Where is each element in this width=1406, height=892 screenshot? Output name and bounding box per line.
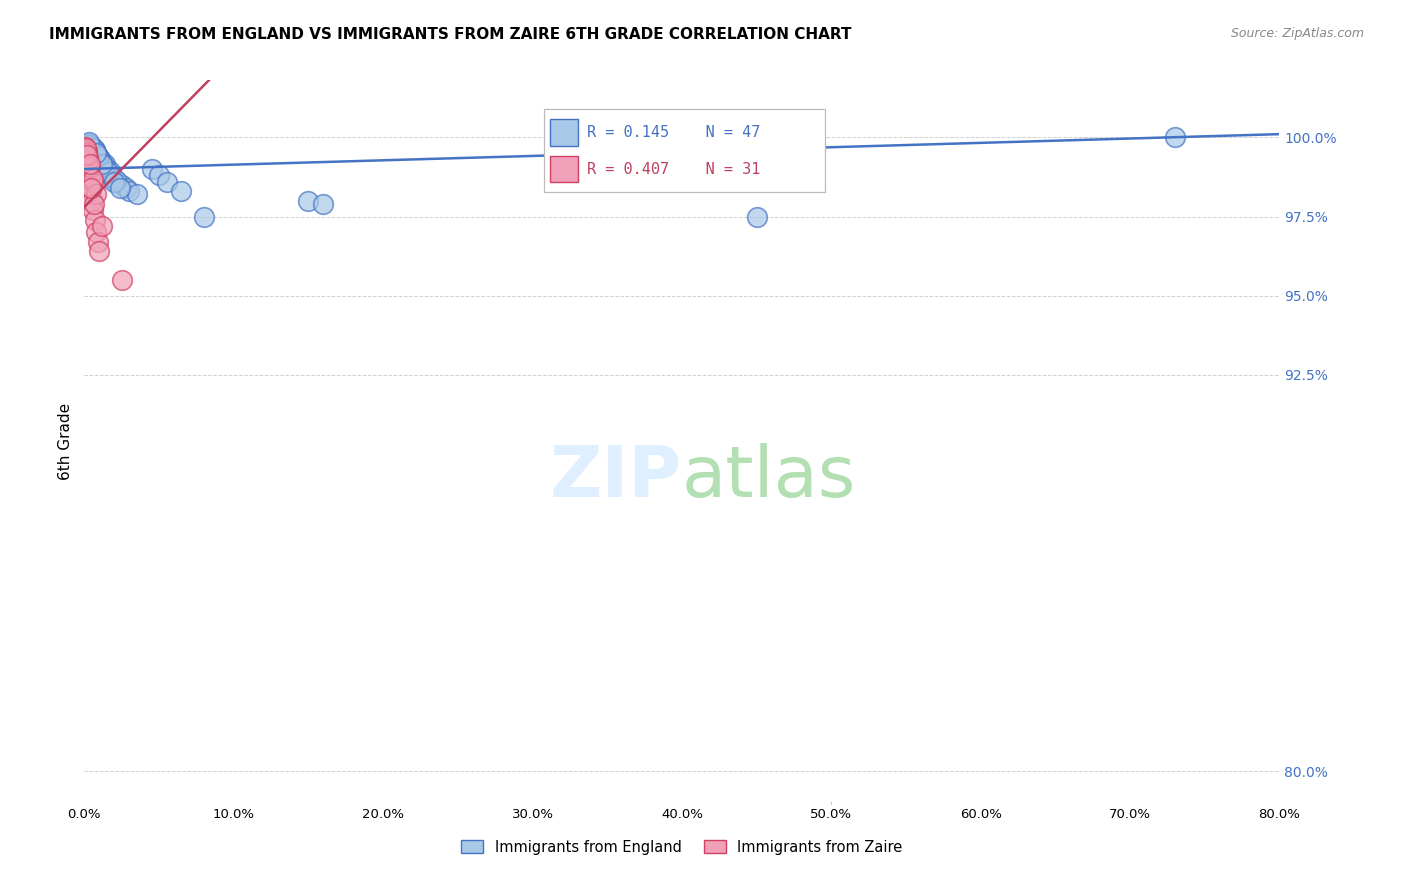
Point [87,149,110,163]
Point [84,187,107,202]
Point [79,178,101,192]
Point [111,273,134,287]
Point [79,169,101,183]
Point [79,159,101,173]
Point [77,161,100,176]
Point [87,235,110,249]
Point [110,181,132,195]
Point [745,210,768,224]
Point [80,181,103,195]
Point [1164,130,1187,145]
Point [80,140,103,154]
Point [77,136,100,151]
Point [89,151,111,165]
Point [77,161,100,175]
Text: IMMIGRANTS FROM ENGLAND VS IMMIGRANTS FROM ZAIRE 6TH GRADE CORRELATION CHART: IMMIGRANTS FROM ENGLAND VS IMMIGRANTS FR… [49,27,852,42]
Point [91,155,114,169]
Point [76,149,98,163]
Point [100,169,122,183]
Point [97,165,120,179]
Point [83,143,105,157]
Point [91,157,114,171]
Point [115,181,138,195]
Point [82,141,104,155]
Point [83,143,105,157]
Point [94,157,117,171]
Point [118,184,141,198]
Point [80,140,103,154]
Point [93,159,115,173]
Point [75,146,97,161]
Point [80,194,103,208]
Text: R = 0.407    N = 31: R = 0.407 N = 31 [586,161,761,177]
Point [86,146,108,161]
Point [75,143,97,157]
FancyBboxPatch shape [550,156,578,182]
Point [125,187,148,202]
Point [155,175,177,189]
Y-axis label: 6th Grade: 6th Grade [58,403,73,480]
Text: ZIP: ZIP [550,443,682,512]
Point [111,178,134,192]
Point [77,151,100,165]
Point [105,175,128,189]
Point [79,141,101,155]
Point [82,203,104,218]
Point [148,169,170,183]
Point [297,194,319,208]
Text: R = 0.145    N = 47: R = 0.145 N = 47 [586,125,761,140]
Point [312,197,335,211]
Point [97,165,120,179]
Point [93,159,115,173]
Legend: Immigrants from England, Immigrants from Zaire: Immigrants from England, Immigrants from… [456,834,908,861]
Point [82,175,104,189]
FancyBboxPatch shape [550,120,578,145]
Point [87,149,110,163]
FancyBboxPatch shape [544,109,825,193]
Point [75,141,97,155]
Point [76,153,98,167]
Point [193,210,215,224]
Text: atlas: atlas [682,443,856,512]
Point [103,175,125,189]
Point [91,219,114,233]
Point [82,171,104,186]
Point [86,146,108,161]
Point [86,226,108,240]
Point [103,171,125,186]
Point [89,244,111,259]
Point [96,161,118,176]
Point [83,212,105,227]
Point [104,173,127,187]
Point [77,155,100,169]
Text: Source: ZipAtlas.com: Source: ZipAtlas.com [1230,27,1364,40]
Point [90,153,112,167]
Point [76,145,98,159]
Point [89,151,111,165]
Point [89,153,111,167]
Point [98,163,121,178]
Point [79,138,101,153]
Point [141,161,163,176]
Point [170,184,193,198]
Point [82,145,104,159]
Point [80,184,103,198]
Point [79,157,101,171]
Point [83,197,105,211]
Point [76,146,98,161]
Point [75,140,97,154]
Point [76,147,98,161]
Point [77,135,100,149]
Point [86,147,108,161]
